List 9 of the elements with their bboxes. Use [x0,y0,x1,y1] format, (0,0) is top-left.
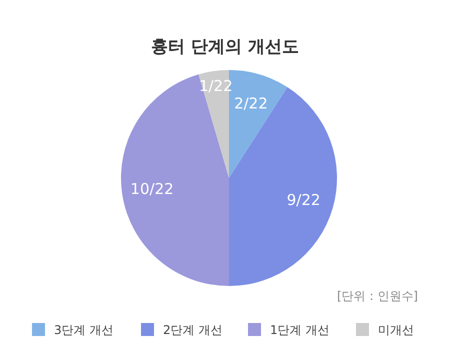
legend-label: 1단계 개선 [270,323,330,337]
data-label: 9/22 [286,190,320,209]
legend-label: 3단계 개선 [54,323,114,337]
chart-title: 흉터 단계의 개선도 [151,37,299,57]
legend-label: 미개선 [378,323,414,337]
text: [단위 : 인원수] [336,289,418,303]
legend-label: 2단계 개선 [163,323,222,337]
data-label: 2/22 [234,94,268,112]
data-label: 10/22 [130,180,174,198]
